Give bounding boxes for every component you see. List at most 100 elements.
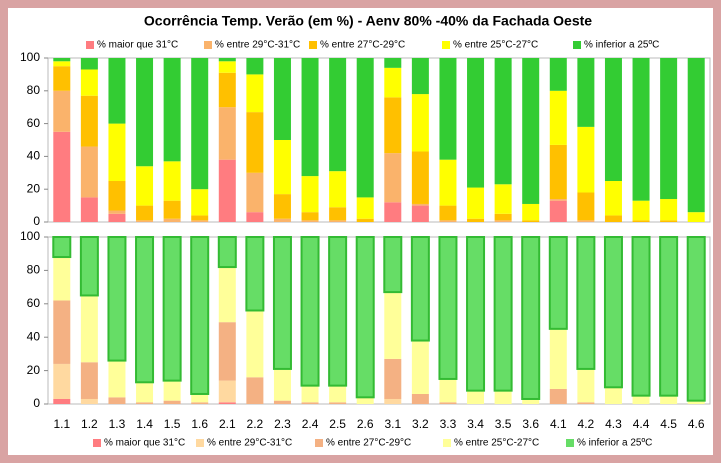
bar-segment [163,380,181,401]
y-tick-label: 60 [27,116,41,130]
bar-segment [549,90,567,145]
bar-segment [577,368,595,403]
bar-segment [603,236,623,389]
bar-segment [577,192,595,221]
bar-segment [301,402,319,404]
bar-segment [384,58,402,68]
bar-segment [301,220,319,222]
bar-segment [356,218,374,222]
bar-segment [494,184,512,214]
bar-segment [328,236,348,387]
bar-segment [356,58,374,198]
bar-segment [136,220,154,222]
bar-segment [411,203,429,206]
bar-segment [162,236,182,382]
bar-segment [80,295,98,363]
bar-segment [384,398,402,404]
bar-segment [163,58,181,162]
bar-segment [218,58,236,62]
bar-segment [163,200,181,219]
bar-segment [218,61,236,73]
bar-segment [438,236,458,380]
bar-segment [384,97,402,154]
x-tick-label: 4.1 [550,417,567,431]
bar-segment [246,377,264,404]
legend-swatch [315,439,323,447]
y-tick-label: 100 [20,50,40,64]
bar-segment [329,171,347,208]
bar-segment [439,402,457,404]
x-tick-label: 2.2 [247,417,264,431]
legend-label: % entre 27°C-29°C [320,40,405,51]
bar-segment [411,94,429,152]
bar-segment [53,58,71,62]
bar-segment [218,267,236,323]
bar-segment [80,362,98,399]
bar-segment [108,210,126,214]
x-tick-label: 3.1 [384,417,401,431]
bar-segment [494,213,512,221]
bar-segment [53,363,71,399]
bar-segment [80,69,98,96]
bar-segment [439,220,457,222]
bar-segment [136,402,154,404]
bar-segment [467,58,485,188]
x-tick-label: 2.5 [329,417,346,431]
bar-segment [217,236,237,269]
bar-segment [522,203,540,221]
x-tick-label: 1.4 [136,417,153,431]
bar-segment [604,387,622,404]
bar-segment [632,58,650,201]
x-tick-label: 3.2 [412,417,429,431]
bar-segment [191,402,209,404]
bar-segment [108,397,126,404]
bar-segment [108,213,126,222]
bar-segment [246,172,264,213]
bar-segment [135,236,155,384]
bar-segment [273,58,291,140]
bar-segment [53,257,71,301]
bar-segment [660,199,678,221]
bar-segment [549,200,567,222]
bar-segment [191,58,209,190]
bar-segment [191,189,209,216]
bar-segment [467,187,485,219]
legend-label: % entre 29°C-31°C [215,40,300,51]
x-tick-label: 1.6 [191,417,208,431]
bar-segment [218,322,236,381]
x-tick-label: 3.4 [467,417,484,431]
bar-segment [467,218,485,222]
bar-segment [439,58,457,160]
x-tick-label: 1.2 [81,417,98,431]
plot-area [47,57,711,223]
bar-segment [549,388,567,404]
bar-segment [80,398,98,404]
y-tick-label: 60 [27,296,41,310]
bar-segment [604,181,622,216]
y-tick-label: 0 [33,214,40,228]
bar-segment [410,236,430,342]
bar-segment [301,385,319,403]
bar-segment [301,176,319,213]
x-tick-label: 3.5 [495,417,512,431]
bar-segment [273,400,291,404]
bar-segment [218,107,236,160]
x-tick-label: 1.1 [53,417,70,431]
legend-swatch [573,41,581,49]
legend-swatch [566,439,574,447]
bar-segment [439,159,457,206]
y-tick-label: 80 [27,83,41,97]
bar-segment [604,215,622,222]
y-tick-label: 100 [20,229,40,243]
y-tick-label: 0 [33,396,40,410]
bar-segment [384,202,402,222]
bar-segment [522,220,540,222]
bar-segment [411,340,429,394]
bar-segment [549,144,567,200]
bar-segment [632,200,650,221]
bar-segment [548,236,568,330]
y-tick-label: 40 [27,329,41,343]
x-tick-label: 2.4 [302,417,319,431]
bar-segment [108,123,126,181]
bar-segment [687,400,705,404]
